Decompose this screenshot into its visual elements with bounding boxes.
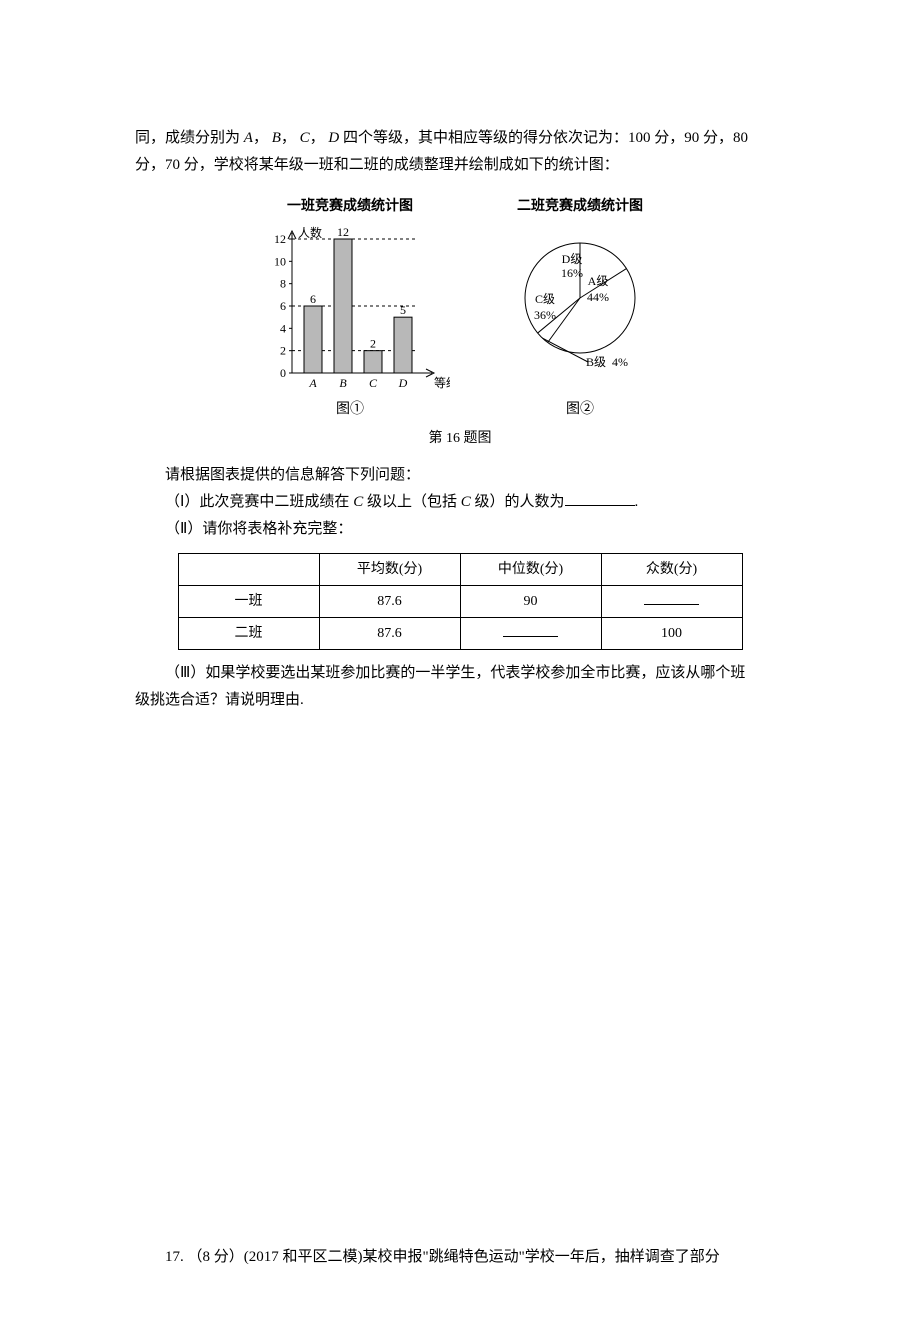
- q1-mid: 级以上（包括: [363, 494, 461, 510]
- svg-text:0: 0: [280, 366, 286, 380]
- th-blank: [178, 553, 319, 585]
- question-3-l1: （Ⅲ）如果学校要选出某班参加比赛的一半学生，代表学校参加全市比赛，应该从哪个班: [135, 660, 785, 687]
- th-median: 中位数(分): [460, 553, 601, 585]
- bar-chart: 0 2 4 6 8 10 12 人数等级 6 A 12 B 2 C 5 D: [250, 223, 450, 393]
- svg-text:B: B: [339, 376, 347, 390]
- grade-d: D: [328, 130, 339, 146]
- svg-text:C: C: [369, 376, 378, 390]
- svg-text:人数: 人数: [298, 225, 322, 240]
- row2-median-blank[interactable]: [503, 622, 558, 637]
- row2-avg: 87.6: [319, 617, 460, 649]
- svg-text:C级: C级: [535, 292, 555, 306]
- svg-text:4%: 4%: [612, 355, 628, 369]
- question-3-l2: 级挑选合适？请说明理由.: [135, 687, 785, 714]
- q1-post: 级）的人数为: [471, 494, 565, 510]
- svg-text:36%: 36%: [534, 308, 556, 322]
- figures-row: 一班竞赛成绩统计图 0 2 4 6 8 10 12 人数等级 6 A 12 B 2 C 5 D 图① 二班竞赛…: [135, 194, 785, 452]
- pie-chart-caption: 图②: [566, 397, 594, 422]
- prompt-intro: 请根据图表提供的信息解答下列问题：: [135, 462, 785, 489]
- grade-a: A: [244, 130, 253, 146]
- svg-text:A: A: [308, 376, 317, 390]
- svg-text:6: 6: [310, 292, 316, 306]
- questions-block: 请根据图表提供的信息解答下列问题： （Ⅰ）此次竞赛中二班成绩在 C 级以上（包括…: [135, 462, 785, 715]
- intro-text-3: 分，70 分，学校将某年级一班和二班的成绩整理并绘制成如下的统计图：: [135, 157, 619, 173]
- grade-c: C: [300, 130, 310, 146]
- row1-median: 90: [460, 585, 601, 617]
- stats-table: 平均数(分) 中位数(分) 众数(分) 一班 87.6 90 二班 87.6 1…: [178, 553, 743, 651]
- q1-blank[interactable]: [565, 490, 635, 506]
- grade-b: B: [272, 130, 281, 146]
- intro-text-2: 四个等级，其中相应等级的得分依次记为：100 分，90 分，80: [343, 130, 748, 146]
- svg-text:D: D: [398, 376, 408, 390]
- row1-mode-blank[interactable]: [644, 590, 699, 605]
- bar-chart-caption: 图①: [336, 397, 364, 422]
- q1-pre: （Ⅰ）此次竞赛中二班成绩在: [165, 494, 353, 510]
- pie-chart: A级 44% B级 4% C级 36% D级16%: [490, 223, 670, 393]
- svg-text:10: 10: [274, 255, 286, 269]
- row2-mode: 100: [601, 617, 742, 649]
- svg-text:12: 12: [274, 232, 286, 246]
- q1-end: .: [635, 494, 639, 510]
- question-1: （Ⅰ）此次竞赛中二班成绩在 C 级以上（包括 C 级）的人数为.: [135, 489, 785, 516]
- figure-overall-caption: 第 16 题图: [429, 426, 492, 451]
- svg-text:A级: A级: [588, 274, 609, 288]
- svg-text:等级: 等级: [434, 376, 450, 390]
- svg-text:44%: 44%: [587, 290, 609, 304]
- svg-text:4: 4: [280, 322, 286, 336]
- table-row: 一班 87.6 90: [178, 585, 742, 617]
- row1-mode[interactable]: [601, 585, 742, 617]
- svg-text:16%: 16%: [561, 266, 583, 280]
- table-header-row: 平均数(分) 中位数(分) 众数(分): [178, 553, 742, 585]
- row1-avg: 87.6: [319, 585, 460, 617]
- row1-label: 一班: [178, 585, 319, 617]
- question-2: （Ⅱ）请你将表格补充完整：: [135, 516, 785, 543]
- bar-chart-block: 一班竞赛成绩统计图 0 2 4 6 8 10 12 人数等级 6 A 12 B 2 C 5 D 图①: [250, 194, 450, 422]
- row2-median[interactable]: [460, 617, 601, 649]
- svg-text:2: 2: [280, 344, 286, 358]
- question-17: 17. （8 分）(2017 和平区二模)某校申报"跳绳特色运动"学校一年后，抽…: [135, 1244, 785, 1271]
- svg-text:12: 12: [337, 225, 349, 239]
- table-row: 二班 87.6 100: [178, 617, 742, 649]
- svg-text:2: 2: [370, 337, 376, 351]
- th-mode: 众数(分): [601, 553, 742, 585]
- svg-text:5: 5: [400, 303, 406, 317]
- svg-text:D级: D级: [562, 252, 583, 266]
- th-avg: 平均数(分): [319, 553, 460, 585]
- q1-var2: C: [461, 494, 471, 510]
- pie-chart-title: 二班竞赛成绩统计图: [517, 194, 643, 219]
- intro-paragraph: 同，成绩分别为 A， B， C， D 四个等级，其中相应等级的得分依次记为：10…: [135, 125, 785, 179]
- svg-text:6: 6: [280, 299, 286, 313]
- row2-label: 二班: [178, 617, 319, 649]
- svg-text:8: 8: [280, 277, 286, 291]
- q1-var1: C: [353, 494, 363, 510]
- answer-space: [135, 714, 785, 1244]
- intro-text-1: 同，成绩分别为: [135, 130, 244, 146]
- svg-text:B级: B级: [586, 355, 606, 369]
- pie-chart-block: 二班竞赛成绩统计图 A级 44% B级 4% C级 36% D级16% 图②: [490, 194, 670, 422]
- bar-chart-title: 一班竞赛成绩统计图: [287, 194, 413, 219]
